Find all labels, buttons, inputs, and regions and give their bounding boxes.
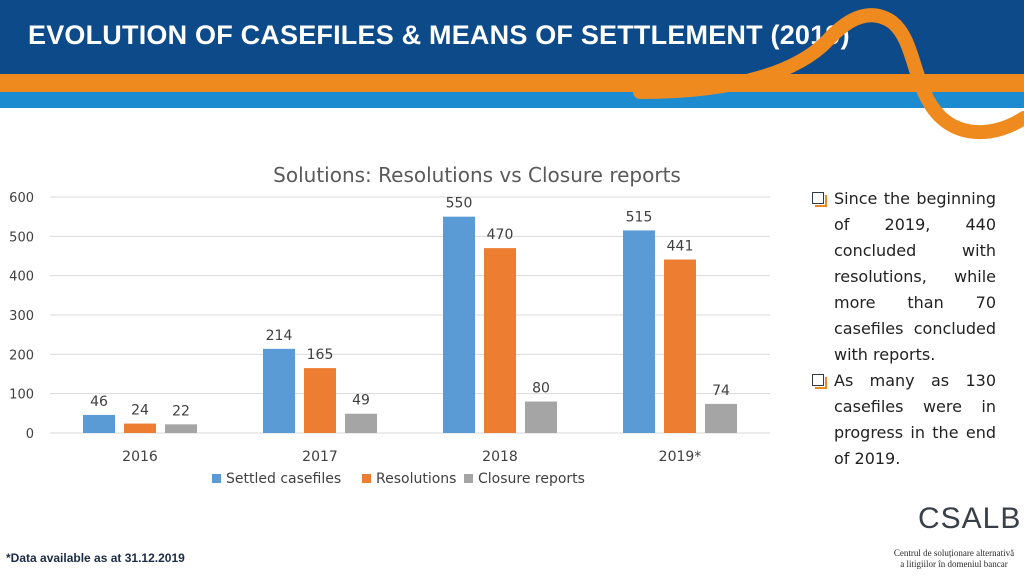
bar-chart: Solutions: Resolutions vs Closure report… (9, 163, 770, 487)
decorative-swoosh (633, 8, 1024, 140)
legend-label: Settled casefiles (226, 471, 341, 487)
side-notes: Since the beginning of 2019, 440 conclud… (812, 186, 996, 472)
data-label: 49 (352, 393, 370, 409)
logo-wordmark: CSALB (918, 502, 1022, 535)
data-label: 441 (667, 239, 694, 255)
legend-swatch (464, 474, 473, 483)
note-bullet-1: Since the beginning of 2019, 440 conclud… (812, 186, 996, 368)
csalb-logo: CSALB Centrul de soluționare alternativă… (880, 500, 1024, 576)
bar (165, 424, 197, 433)
bar (443, 216, 475, 433)
legend-swatch (362, 474, 371, 483)
bar (124, 423, 156, 433)
logo-tagline-1: Centrul de soluționare alternativă (893, 548, 1015, 558)
chart-title: Solutions: Resolutions vs Closure report… (273, 163, 681, 187)
x-tick-label: 2016 (122, 449, 158, 465)
bar (484, 248, 516, 433)
bar (664, 259, 696, 433)
note-text-1: Since the beginning of 2019, 440 conclud… (834, 189, 996, 364)
bar (263, 348, 295, 433)
blue-stripe (0, 92, 1024, 108)
legend-label: Closure reports (478, 471, 585, 487)
y-tick-label: 400 (9, 270, 34, 285)
data-label: 214 (266, 328, 293, 344)
y-tick-label: 200 (9, 348, 34, 363)
page-title: EVOLUTION OF CASEFILES & MEANS OF SETTLE… (28, 20, 850, 50)
bar (705, 403, 737, 433)
logo-tagline-2: a litigiilor în domeniul bancar (900, 559, 1008, 569)
data-label: 74 (712, 383, 730, 399)
data-label: 515 (626, 209, 653, 225)
x-tick-label: 2018 (482, 449, 518, 465)
data-label: 24 (131, 403, 149, 419)
y-tick-label: 600 (9, 191, 34, 206)
checkbox-bullet-icon (812, 192, 827, 207)
checkbox-bullet-icon (812, 374, 827, 389)
data-label: 550 (446, 196, 473, 212)
bar (83, 414, 115, 433)
y-tick-label: 500 (9, 230, 34, 245)
data-label: 470 (487, 227, 514, 243)
y-tick-label: 100 (9, 388, 34, 403)
bar (345, 413, 377, 433)
data-label: 80 (532, 381, 550, 397)
legend-label: Resolutions (376, 471, 456, 487)
data-label: 22 (172, 403, 190, 419)
legend-swatch (212, 474, 221, 483)
note-bullet-2: As many as 130 casefiles were in progres… (812, 368, 996, 472)
note-text-2: As many as 130 casefiles were in progres… (834, 371, 996, 468)
x-tick-label: 2017 (302, 449, 338, 465)
x-tick-label: 2019* (659, 449, 702, 465)
bar (623, 230, 655, 433)
data-label: 165 (307, 347, 334, 363)
y-tick-label: 0 (26, 427, 34, 442)
bar (304, 368, 336, 433)
footnote: *Data available as at 31.12.2019 (6, 551, 185, 565)
data-label: 46 (90, 394, 108, 410)
bar (525, 401, 557, 433)
y-tick-label: 300 (9, 309, 34, 324)
